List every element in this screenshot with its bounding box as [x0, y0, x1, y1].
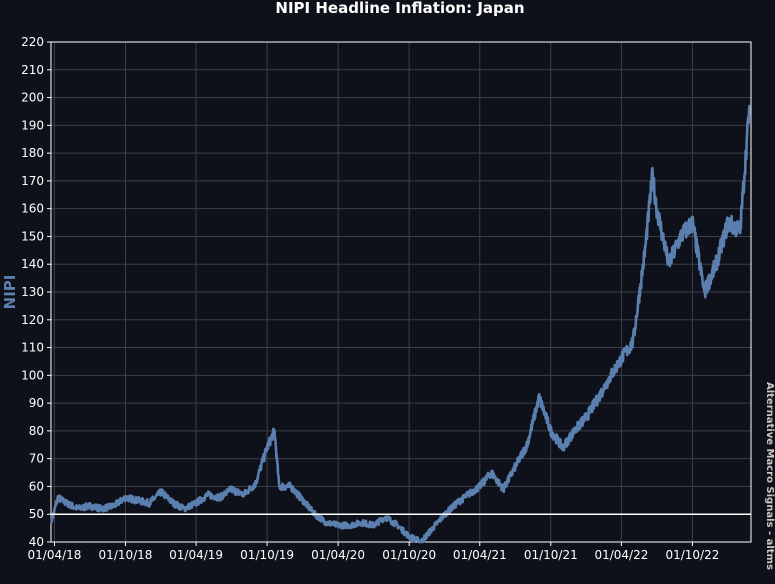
data-point: [667, 263, 670, 266]
x-tick-label: 01/10/20: [382, 548, 436, 562]
data-point: [651, 174, 654, 177]
data-point: [679, 235, 682, 238]
data-point: [748, 104, 751, 108]
data-point: [549, 429, 552, 433]
data-point: [147, 501, 151, 505]
x-tick-label: 01/10/21: [524, 548, 578, 562]
y-tick-label: 200: [21, 91, 44, 105]
x-tick-label: 01/10/22: [665, 548, 719, 562]
y-tick-label: 80: [29, 424, 44, 438]
data-point: [738, 229, 742, 233]
data-point: [608, 376, 611, 380]
y-tick-label: 100: [21, 368, 44, 382]
x-tick-label: 01/04/21: [453, 548, 507, 562]
data-point: [124, 496, 127, 499]
y-tick-label: 140: [21, 257, 44, 271]
y-tick-label: 120: [21, 313, 44, 327]
x-tick-label: 01/04/18: [28, 548, 82, 562]
data-point: [431, 526, 435, 530]
y-tick-label: 40: [29, 535, 44, 549]
data-point: [64, 501, 68, 505]
data-point: [631, 340, 635, 344]
y-tick-label: 150: [21, 229, 44, 243]
data-point: [218, 496, 221, 499]
series-line: [50, 105, 751, 544]
y-tick-label: 130: [21, 285, 44, 299]
y-tick-label: 210: [21, 63, 44, 77]
data-point: [561, 446, 565, 449]
data-point: [597, 396, 600, 399]
data-point: [301, 499, 305, 502]
data-point: [206, 493, 209, 496]
x-tick-label: 01/04/20: [311, 548, 365, 562]
data-point: [230, 488, 233, 491]
data-point: [360, 521, 364, 524]
y-tick-label: 50: [29, 507, 44, 521]
data-point: [277, 485, 281, 488]
data-point: [643, 249, 647, 252]
data-point: [537, 396, 541, 399]
data-point: [324, 521, 328, 524]
watermark: Alternative Macro Signals - altms: [764, 382, 775, 570]
data-point: [50, 518, 53, 521]
data-point: [100, 507, 104, 510]
data-point: [478, 485, 481, 488]
data-point: [525, 443, 529, 446]
data-point: [513, 465, 517, 469]
data-point: [56, 496, 60, 499]
data-point: [159, 490, 163, 494]
data-point: [336, 524, 340, 527]
data-point: [455, 501, 459, 505]
y-tick-label: 180: [21, 146, 44, 160]
data-point: [194, 501, 198, 505]
data-point: [655, 207, 658, 210]
data-point: [242, 493, 245, 496]
data-point: [289, 485, 293, 488]
data-point: [273, 429, 276, 433]
data-point: [703, 290, 706, 294]
data-point: [76, 507, 80, 510]
data-point: [112, 504, 116, 508]
data-point: [620, 357, 623, 360]
x-tick-label: 01/10/19: [240, 548, 294, 562]
data-point: [372, 524, 375, 527]
y-axis-ticks: 40 50 60 70 80 90 100 110 120 130 140 150 160 170 180 1…: [21, 35, 51, 549]
data-point: [502, 488, 505, 491]
x-tick-label: 01/04/19: [169, 548, 223, 562]
data-point: [490, 471, 493, 474]
y-tick-label: 160: [21, 202, 44, 216]
data-point: [182, 507, 186, 510]
data-point: [384, 515, 387, 519]
x-tick-label: 01/10/18: [99, 548, 153, 562]
x-axis-ticks: 01/04/18 01/10/18 01/04/19 01/10/19 01/04/20…: [28, 542, 719, 562]
y-tick-label: 90: [29, 396, 44, 410]
data-point: [348, 524, 351, 527]
y-tick-label: 60: [29, 479, 44, 493]
data-point: [265, 446, 269, 449]
data-point: [573, 429, 576, 433]
data-point: [691, 221, 694, 224]
chart-title: NIPI Headline Inflation: Japan: [275, 0, 524, 17]
y-axis-label: NIPI: [1, 275, 19, 310]
y-tick-label: 170: [21, 174, 44, 188]
y-tick-label: 190: [21, 118, 44, 132]
series-group: [50, 104, 751, 544]
gridlines: [51, 41, 751, 543]
data-point: [466, 493, 469, 496]
data-point: [254, 482, 257, 485]
data-point: [419, 540, 423, 544]
data-point: [396, 524, 399, 527]
data-point: [172, 501, 175, 505]
y-tick-label: 110: [21, 341, 44, 355]
data-point: [136, 499, 139, 502]
data-point: [714, 263, 718, 266]
data-point: [726, 221, 730, 224]
data-point: [407, 535, 411, 538]
y-tick-label: 220: [21, 35, 44, 49]
data-point: [88, 504, 92, 508]
y-tick-label: 70: [29, 452, 44, 466]
x-tick-label: 01/04/22: [594, 548, 648, 562]
data-point: [585, 415, 588, 419]
